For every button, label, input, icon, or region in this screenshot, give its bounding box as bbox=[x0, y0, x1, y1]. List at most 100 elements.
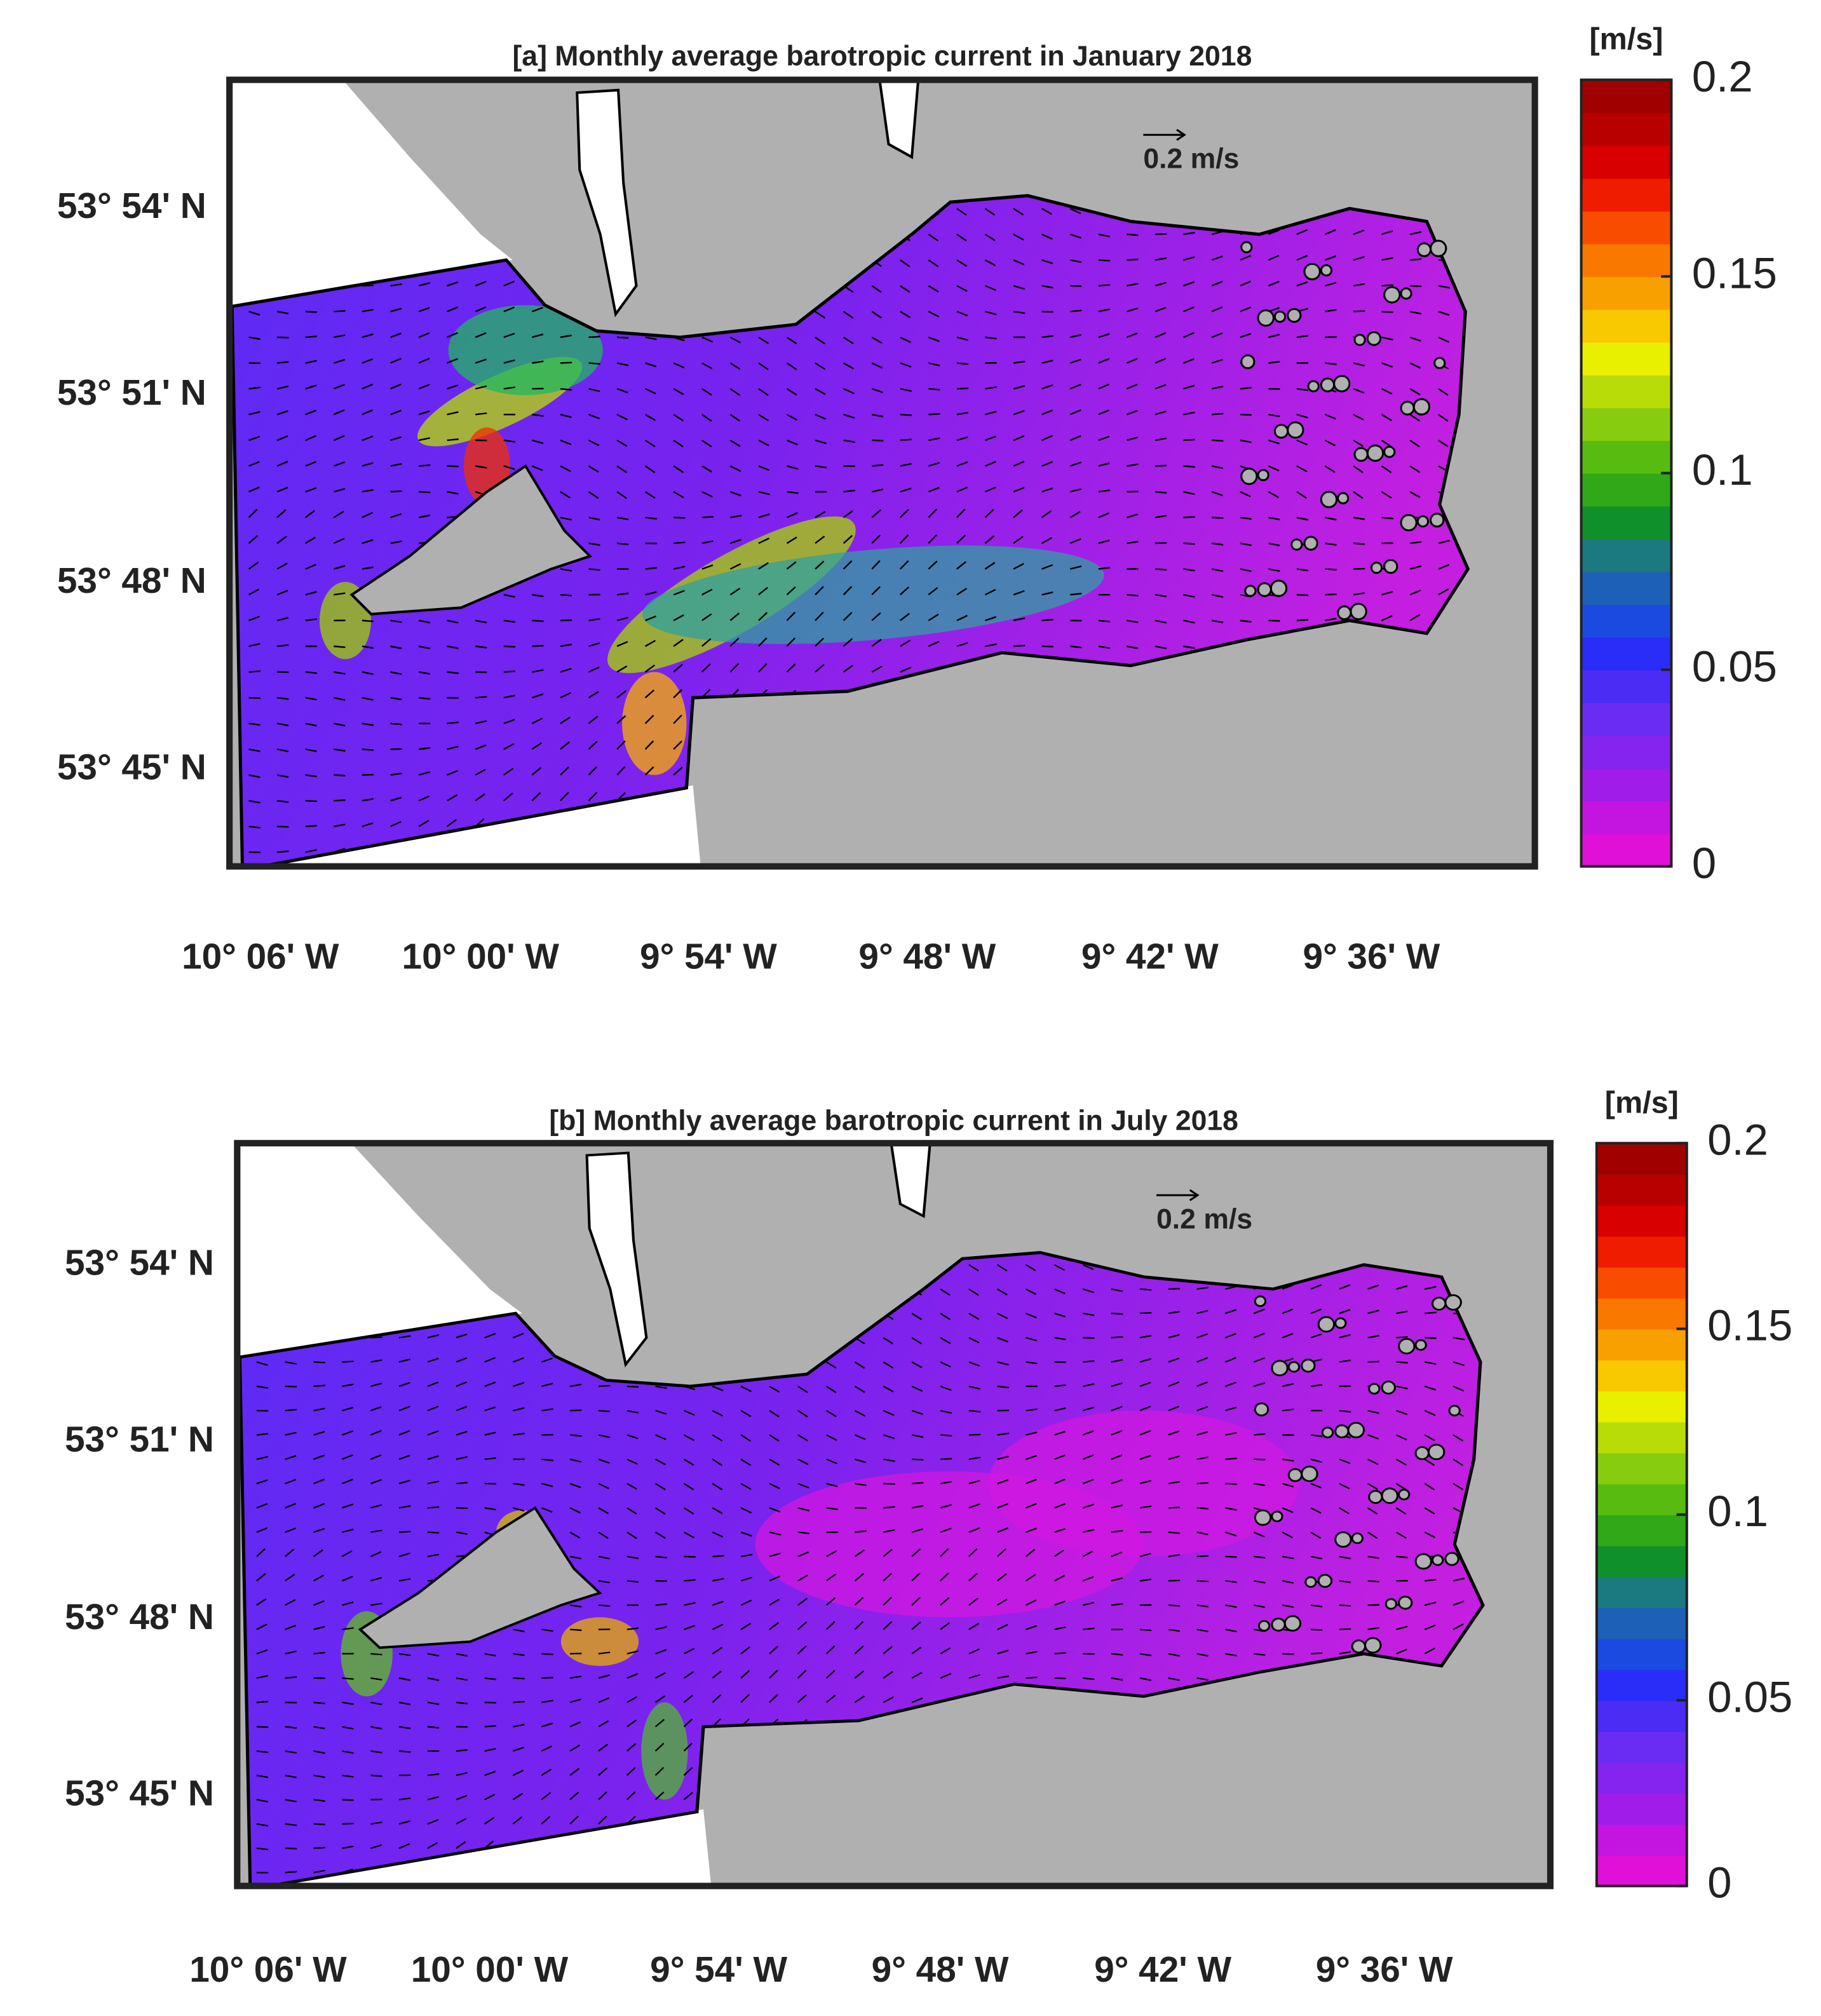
current-vector bbox=[248, 643, 261, 647]
current-vector bbox=[871, 586, 881, 595]
current-vector bbox=[616, 690, 627, 699]
current-vector bbox=[1083, 1313, 1095, 1316]
colorbar-step bbox=[1581, 571, 1672, 605]
latitude-label: 53° 48' N bbox=[57, 561, 206, 601]
current-vector bbox=[256, 1649, 268, 1654]
colorbar-step bbox=[1596, 1390, 1687, 1423]
current-vector bbox=[883, 1458, 895, 1462]
current-vector bbox=[1409, 589, 1421, 596]
current-vector bbox=[872, 439, 884, 442]
current-vector bbox=[1381, 517, 1393, 520]
current-vector bbox=[1183, 358, 1195, 364]
current-vector bbox=[541, 1700, 553, 1703]
current-vector bbox=[370, 1821, 382, 1825]
current-vector bbox=[285, 1650, 297, 1655]
current-vector bbox=[712, 1555, 724, 1557]
river bbox=[585, 1151, 648, 1368]
current-vector bbox=[362, 462, 374, 467]
current-vector bbox=[797, 1621, 808, 1630]
current-vector bbox=[484, 1507, 496, 1511]
current-vector bbox=[786, 611, 796, 621]
current-vector bbox=[854, 1549, 865, 1557]
current-vector bbox=[1196, 1431, 1208, 1436]
current-vector bbox=[654, 1743, 665, 1752]
current-vector bbox=[390, 283, 402, 287]
current-vector bbox=[1325, 281, 1337, 287]
current-vector bbox=[871, 362, 883, 369]
current-vector bbox=[447, 411, 459, 416]
current-vector bbox=[1196, 1357, 1208, 1363]
current-vector bbox=[730, 515, 742, 518]
current-vector bbox=[1425, 1578, 1437, 1582]
current-vector bbox=[427, 1773, 440, 1776]
current-vector bbox=[655, 1385, 667, 1390]
current-vector bbox=[1127, 259, 1139, 261]
current-vector bbox=[305, 849, 317, 853]
current-vector bbox=[1111, 1312, 1123, 1315]
current-vector bbox=[1041, 259, 1053, 264]
current-vector bbox=[786, 586, 796, 595]
current-vector bbox=[390, 696, 402, 701]
current-vector bbox=[541, 1408, 553, 1412]
current-vector bbox=[673, 766, 683, 776]
current-vector bbox=[1381, 490, 1392, 499]
current-vector bbox=[968, 1410, 981, 1413]
current-vector bbox=[1054, 1313, 1066, 1318]
current-vector bbox=[305, 671, 317, 674]
current-vector bbox=[956, 642, 968, 647]
current-vector bbox=[398, 1454, 410, 1460]
current-vector bbox=[786, 414, 798, 421]
current-vector bbox=[900, 612, 910, 621]
colorbar-tick-label: 0 bbox=[1707, 1858, 1731, 1907]
current-vector bbox=[285, 1478, 297, 1485]
islet bbox=[1334, 1531, 1352, 1548]
current-vector bbox=[1254, 1458, 1266, 1461]
current-vector bbox=[683, 1767, 693, 1776]
current-vector bbox=[729, 362, 741, 370]
current-vector bbox=[1240, 619, 1252, 623]
current-vector bbox=[1069, 208, 1081, 215]
current-vector bbox=[256, 1775, 269, 1778]
current-vector bbox=[1041, 618, 1053, 621]
current-vector bbox=[276, 435, 288, 442]
current-vector bbox=[786, 561, 797, 570]
current-vector bbox=[1339, 1580, 1351, 1583]
current-vector bbox=[256, 1623, 267, 1630]
current-vector bbox=[248, 722, 261, 726]
current-vector bbox=[1196, 1405, 1208, 1412]
islet bbox=[1384, 1598, 1397, 1610]
current-vector bbox=[740, 1434, 752, 1442]
current-vector bbox=[484, 1771, 496, 1776]
current-vector bbox=[1053, 1549, 1065, 1557]
current-vector bbox=[248, 336, 261, 340]
islet bbox=[1271, 1360, 1289, 1377]
current-vector bbox=[1211, 490, 1223, 497]
current-vector bbox=[1240, 280, 1251, 287]
current-vector bbox=[588, 388, 600, 393]
current-vector bbox=[398, 1750, 411, 1753]
current-vector bbox=[1339, 1284, 1351, 1290]
current-vector bbox=[729, 587, 741, 596]
current-vector bbox=[248, 562, 259, 570]
current-vector bbox=[1296, 281, 1308, 287]
current-vector bbox=[968, 1288, 979, 1296]
current-vector bbox=[447, 671, 459, 674]
current-vector bbox=[588, 642, 600, 647]
current-vector bbox=[276, 696, 289, 700]
current-vector bbox=[1353, 256, 1365, 261]
current-vector bbox=[758, 465, 770, 471]
current-vector bbox=[900, 311, 911, 318]
current-vector bbox=[1409, 490, 1421, 498]
current-vector bbox=[900, 336, 911, 343]
current-vector bbox=[1296, 335, 1309, 339]
colorbar-step bbox=[1596, 1267, 1687, 1299]
current-vector bbox=[256, 1433, 269, 1436]
current-vector bbox=[797, 1645, 807, 1654]
current-vector bbox=[1025, 1264, 1036, 1271]
current-vector bbox=[560, 619, 572, 621]
current-vector bbox=[843, 560, 853, 570]
current-vector bbox=[541, 1816, 551, 1825]
current-vector bbox=[598, 1555, 611, 1560]
current-vector bbox=[1168, 1480, 1181, 1485]
current-vector bbox=[484, 1457, 496, 1460]
